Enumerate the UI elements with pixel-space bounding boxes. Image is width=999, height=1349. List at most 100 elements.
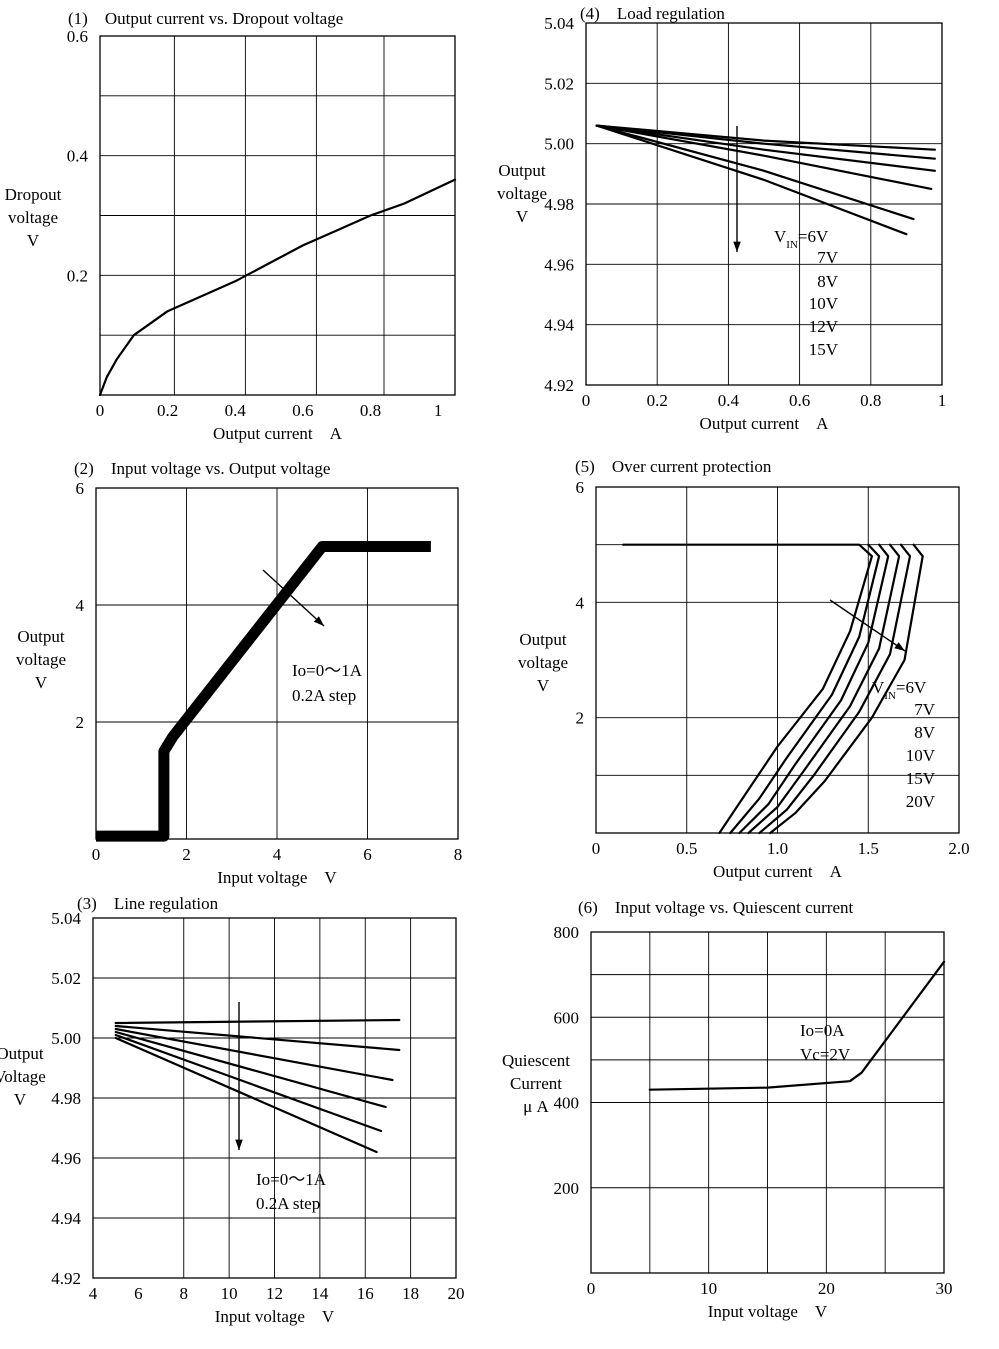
series-line-Io1A bbox=[114, 1036, 378, 1154]
annotation-text: 0.2A step bbox=[292, 686, 356, 705]
y-axis-label: μ A bbox=[523, 1097, 549, 1116]
legend-entry: 8V bbox=[914, 723, 936, 742]
series-line-6V bbox=[622, 543, 873, 835]
annotation-text: 0.2A step bbox=[256, 1194, 320, 1213]
annotation-text: Io=0～1A bbox=[292, 661, 363, 680]
y-axis-label: V bbox=[14, 1090, 27, 1109]
legend-entry: 10V bbox=[906, 746, 936, 765]
x-tick-label: 8 bbox=[180, 1284, 189, 1303]
x-tick-label: 18 bbox=[402, 1284, 419, 1303]
x-tick-label: 0.6 bbox=[789, 391, 810, 410]
series-line-15V bbox=[595, 124, 936, 151]
y-tick-label: 4.94 bbox=[544, 316, 574, 335]
y-tick-label: 4.96 bbox=[51, 1149, 81, 1168]
x-tick-label: 6 bbox=[134, 1284, 143, 1303]
y-axis-label: V bbox=[537, 676, 550, 695]
y-tick-label: 4.92 bbox=[544, 376, 574, 395]
y-tick-label: 5.02 bbox=[51, 969, 81, 988]
chart-panel-3: (2) Input voltage vs. Output voltage 0 2 4 6… bbox=[16, 459, 462, 887]
x-tick-label: 6 bbox=[363, 845, 372, 864]
chart-panel-2: (4) Load regulation 0 0.2 0.4 0.6 0.8 1 4.92 4.9… bbox=[497, 4, 946, 433]
chart-panel-6: (6) Input voltage vs. Quiescent current 0… bbox=[502, 898, 952, 1321]
series-line-10V bbox=[595, 124, 936, 172]
series-line-10V bbox=[747, 543, 901, 835]
series-line-8V bbox=[738, 543, 890, 835]
chart-title: (5) Over current protection bbox=[575, 457, 772, 476]
series-line-Io0A bbox=[114, 1018, 401, 1025]
y-tick-label: 2 bbox=[576, 709, 585, 728]
plot-frame bbox=[95, 487, 459, 840]
y-tick-label: 4 bbox=[576, 593, 585, 612]
legend-entry: 15V bbox=[809, 340, 839, 359]
y-tick-label: 5.00 bbox=[51, 1029, 81, 1048]
load-arrow bbox=[733, 126, 741, 252]
series-line-8V bbox=[595, 124, 933, 190]
plot-frame bbox=[92, 917, 457, 1279]
y-axis-label: Dropout bbox=[5, 185, 62, 204]
x-axis-label: Output current A bbox=[213, 424, 343, 443]
y-tick-label: 4.92 bbox=[51, 1269, 81, 1288]
x-tick-label: 0 bbox=[96, 401, 105, 420]
arrow-head bbox=[894, 642, 905, 651]
y-tick-label: 5.04 bbox=[51, 909, 81, 928]
arrow-shaft bbox=[262, 569, 325, 627]
x-tick-label: 0 bbox=[582, 391, 591, 410]
y-tick-label: 5.02 bbox=[544, 74, 574, 93]
y-tick-label: 0.4 bbox=[67, 147, 89, 166]
x-tick-label: 2.0 bbox=[948, 839, 969, 858]
x-tick-label: 4 bbox=[273, 845, 282, 864]
x-tick-label: 0 bbox=[587, 1279, 596, 1298]
y-tick-label: 200 bbox=[554, 1179, 580, 1198]
y-tick-label: 400 bbox=[554, 1094, 580, 1113]
series-line-6V bbox=[595, 124, 908, 236]
legend-value: =6V bbox=[896, 678, 927, 697]
series-line-7V bbox=[595, 124, 915, 221]
legend-entry: 7V bbox=[914, 700, 936, 719]
x-tick-label: 1 bbox=[434, 401, 443, 420]
series-line-Io02A bbox=[114, 1024, 401, 1052]
line-reg-arrow bbox=[235, 1002, 243, 1150]
ocp-arrow bbox=[829, 599, 906, 652]
plot-frame bbox=[590, 931, 945, 1274]
y-tick-label: 0.6 bbox=[67, 27, 88, 46]
legend-vin-label: VIN=6V bbox=[872, 678, 927, 702]
y-axis-label: voltage bbox=[8, 208, 58, 227]
y-tick-label: 4.98 bbox=[51, 1089, 81, 1108]
y-tick-label: 4 bbox=[76, 596, 85, 615]
x-tick-label: 0.2 bbox=[647, 391, 668, 410]
arrow-head bbox=[235, 1139, 243, 1150]
legend-subscript: IN bbox=[884, 690, 896, 702]
y-axis-label: voltage bbox=[497, 184, 547, 203]
y-tick-label: 2 bbox=[76, 713, 85, 732]
chart-title: (4) Load regulation bbox=[580, 4, 725, 23]
series-line-1 bbox=[648, 960, 946, 1091]
y-axis-label: V bbox=[35, 673, 48, 692]
legend-entry: 12V bbox=[809, 317, 839, 336]
y-axis-label: Output bbox=[519, 630, 567, 649]
y-axis-label: V bbox=[516, 207, 529, 226]
x-tick-label: 1.0 bbox=[767, 839, 788, 858]
x-tick-label: 0.8 bbox=[860, 391, 881, 410]
x-tick-label: 30 bbox=[936, 1279, 953, 1298]
x-tick-label: 12 bbox=[266, 1284, 283, 1303]
y-tick-label: 6 bbox=[576, 478, 585, 497]
y-axis-label: Output bbox=[0, 1044, 44, 1063]
chart-title: (2) Input voltage vs. Output voltage bbox=[74, 459, 330, 478]
chart-title: (3) Line regulation bbox=[77, 894, 219, 913]
y-axis-label: Output bbox=[498, 161, 546, 180]
y-tick-label: 6 bbox=[76, 479, 85, 498]
x-tick-label: 4 bbox=[89, 1284, 98, 1303]
series-line-20V bbox=[769, 543, 924, 835]
y-axis-label: Output bbox=[17, 627, 65, 646]
y-tick-label: 0.2 bbox=[67, 266, 88, 285]
x-tick-label: 0.8 bbox=[360, 401, 381, 420]
x-axis-label: Input voltage V bbox=[215, 1307, 335, 1326]
legend-subscript: IN bbox=[786, 239, 798, 251]
x-tick-label: 0.4 bbox=[718, 391, 740, 410]
y-tick-label: 800 bbox=[554, 923, 580, 942]
arrow-head bbox=[313, 616, 324, 626]
legend-entry: 10V bbox=[809, 294, 839, 313]
x-tick-label: 0.2 bbox=[157, 401, 178, 420]
y-axis-label: Quiescent bbox=[502, 1051, 570, 1070]
x-tick-label: 8 bbox=[454, 845, 463, 864]
